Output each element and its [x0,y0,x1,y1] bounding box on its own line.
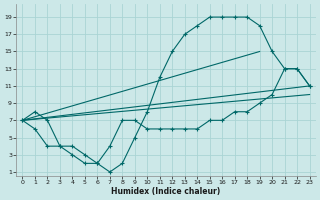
X-axis label: Humidex (Indice chaleur): Humidex (Indice chaleur) [111,187,221,196]
